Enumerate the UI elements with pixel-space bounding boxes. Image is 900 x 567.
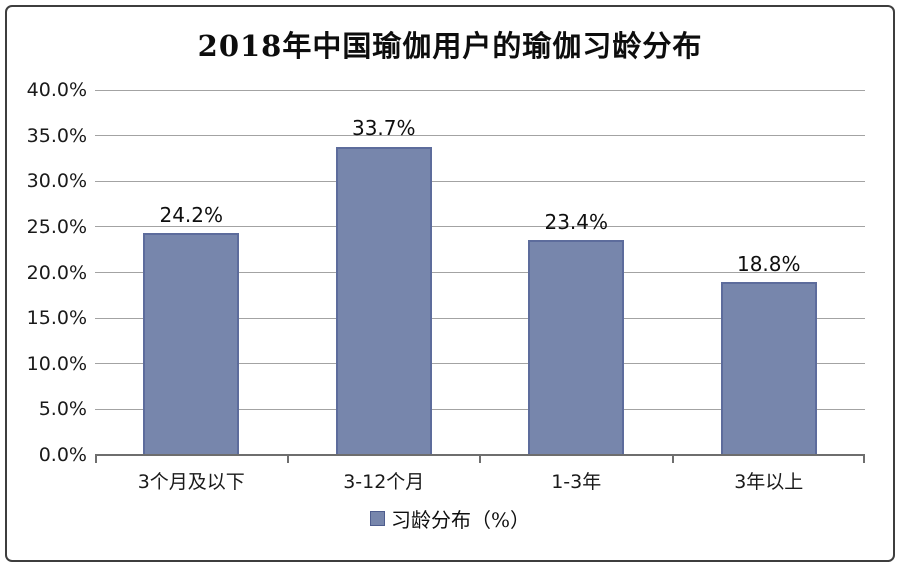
- x-axis-tick: [286, 456, 289, 463]
- chart-frame: 2018年中国瑜伽用户的瑜伽习龄分布 0.0% 5.0% 10.0% 15.0% 20.…: [5, 5, 895, 562]
- y-axis-tick-label: 25.0%: [26, 215, 87, 238]
- bar-value-label: 23.4%: [544, 210, 609, 235]
- x-axis-tick: [479, 456, 481, 463]
- x-axis-tick: [95, 456, 97, 463]
- bar: [720, 282, 817, 454]
- gridline: [95, 226, 865, 228]
- y-axis-tick-label: 20.0%: [26, 261, 87, 284]
- plot-area: 0.0% 5.0% 10.0% 15.0% 20.0% 25.0% 30.0% 35.0% 40…: [27, 79, 865, 493]
- chart-title: 2018年中国瑜伽用户的瑜伽习龄分布: [197, 29, 703, 63]
- gridline: [95, 317, 865, 319]
- gridline: [95, 363, 865, 365]
- bar: [528, 240, 625, 454]
- y-axis-tick-label: 35.0%: [26, 124, 87, 147]
- x-axis-category-label: 3个月及以下: [137, 471, 245, 493]
- y-axis-tick-label: 0.0%: [38, 444, 87, 466]
- bar-value-label: 33.7%: [351, 116, 416, 141]
- x-axis-tick: [863, 456, 865, 463]
- bar: [335, 146, 432, 454]
- gridline: [95, 272, 865, 273]
- x-axis-category-label: 3-12个月: [343, 471, 425, 493]
- y-axis-tick-label: 15.0%: [26, 307, 87, 330]
- legend: 习龄分布（%）: [7, 504, 893, 532]
- x-axis-tick: [671, 456, 674, 463]
- x-axis-category-label: 1-3年: [551, 471, 602, 493]
- legend-label: 习龄分布（%）: [390, 507, 530, 532]
- y-axis-tick-label: 40.0%: [26, 79, 87, 101]
- x-axis-category-label: 3年以上: [734, 471, 804, 493]
- y-axis-tick-label: 10.0%: [26, 352, 87, 375]
- gridline: [95, 408, 865, 410]
- gridline: [95, 89, 865, 91]
- bar: [143, 233, 240, 454]
- y-axis-tick-label: 30.0%: [26, 170, 87, 193]
- y-axis-tick-label: 5.0%: [38, 398, 87, 421]
- x-axis-line: [95, 454, 865, 456]
- legend-marker-square: [369, 510, 385, 526]
- gridline: [95, 135, 865, 137]
- gridline: [95, 180, 865, 182]
- bar-value-label: 18.8%: [736, 252, 801, 277]
- bar-value-label: 24.2%: [159, 203, 224, 228]
